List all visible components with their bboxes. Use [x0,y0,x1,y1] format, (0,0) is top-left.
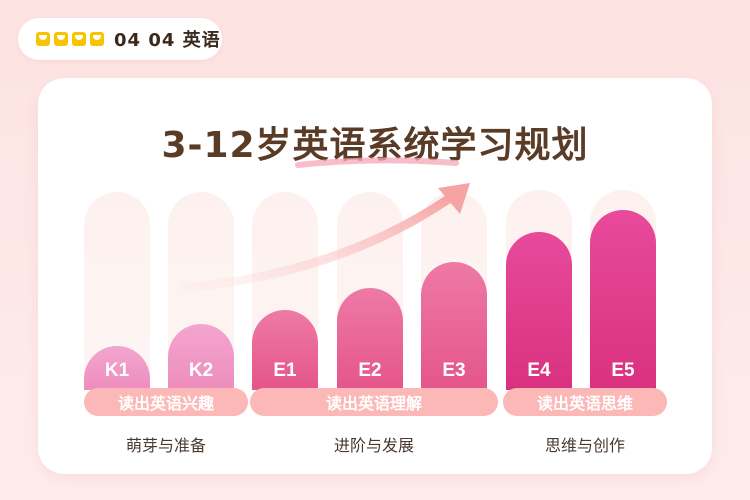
stage-pill-understanding: 读出英语理解 [250,388,498,416]
logo-text: 04 04 英语 [114,30,221,51]
level-label: K2 [188,360,214,381]
level-bar-k2: K2 [168,324,234,390]
title-underline-decoration [295,157,459,168]
level-label: K1 [104,360,130,381]
stage-name-create: 思维与创作 [544,436,625,455]
stage-pill-interest: 读出英语兴趣 [84,388,248,416]
level-bar-e5: E5 [590,210,656,390]
level-label: E3 [442,360,466,381]
logo-mark-icon [36,32,104,46]
stage-pill-thinking: 读出英语思维 [503,388,667,416]
growth-arrow-icon [180,183,470,293]
level-label: E2 [358,360,382,381]
brand-logo: 04 04 英语 [18,18,222,60]
level-bar-e1: E1 [252,310,318,390]
level-label: E1 [273,360,297,381]
level-label: E5 [611,360,635,381]
stage-name-sprout: 萌芽与准备 [125,436,206,455]
level-bar-e2: E2 [337,288,403,390]
level-label: E4 [527,360,551,381]
level-bar-e3: E3 [421,262,487,390]
stage-name-advance: 进阶与发展 [333,436,414,455]
level-bar-e4: E4 [506,232,572,390]
